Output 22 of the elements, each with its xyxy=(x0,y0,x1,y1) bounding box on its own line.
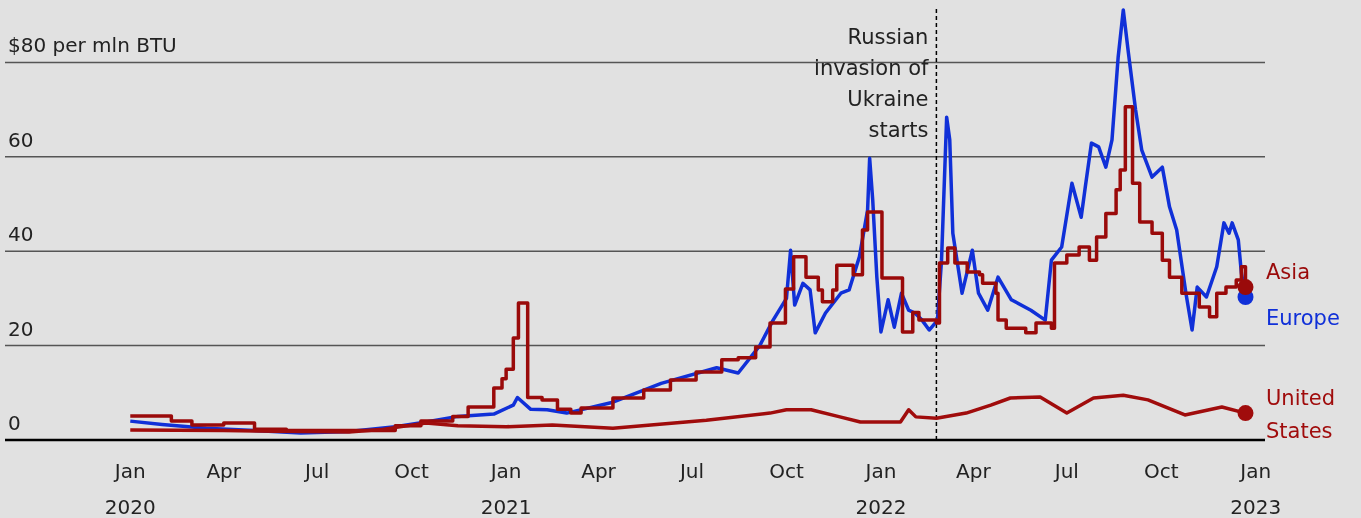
x-tick-label: Apr xyxy=(206,459,242,483)
y-tick-label: 20 xyxy=(8,316,34,341)
ref-line-label: Russian invasion of Ukraine starts xyxy=(814,25,929,142)
x-tick-label: Jul xyxy=(677,459,705,483)
x-tick-label: Jan 2021 xyxy=(480,459,532,518)
x-tick-label: Oct xyxy=(394,459,430,483)
x-tick-label: Apr xyxy=(956,459,992,483)
x-tick-label: Oct xyxy=(769,459,804,483)
x-tick-label: Apr xyxy=(581,459,617,483)
series-label: Europe xyxy=(1266,306,1340,331)
x-tick-label: Jan 2022 xyxy=(855,459,907,518)
y-tick-label: 60 xyxy=(8,127,34,152)
series-label: Asia xyxy=(1266,260,1311,285)
y-tick-label: 40 xyxy=(8,222,34,247)
x-tick-label: Jul xyxy=(303,459,330,483)
x-tick-label: Jan 2020 xyxy=(104,459,156,518)
x-tick-label: Oct xyxy=(1143,459,1179,483)
x-tick-label: Jan 2023 xyxy=(1230,459,1282,518)
y-tick-label: $80 per mln BTU xyxy=(8,33,177,58)
series-label: United States xyxy=(1266,386,1335,444)
y-tick-label: 0 xyxy=(8,411,21,435)
x-tick-label: Jul xyxy=(1052,459,1079,483)
